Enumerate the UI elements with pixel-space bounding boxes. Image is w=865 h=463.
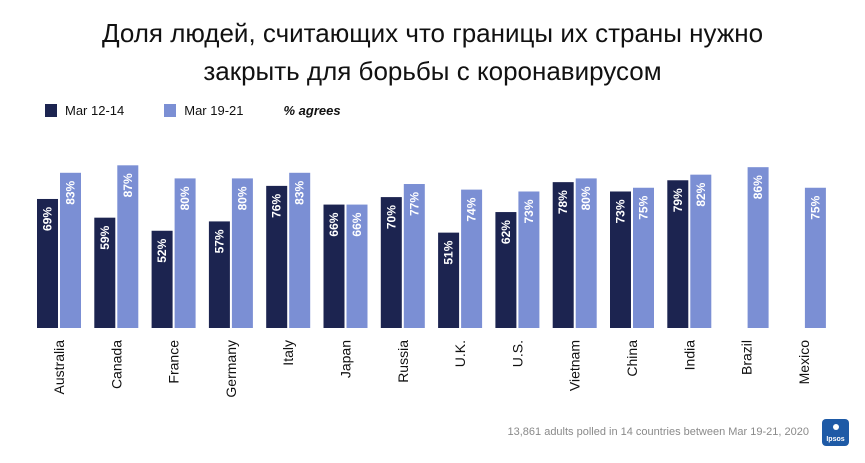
- bar-japan-series-1: [323, 204, 345, 328]
- bar-france-series-2: [174, 178, 196, 328]
- bar-france-series-1: [151, 230, 173, 328]
- legend-swatch-series-2: [164, 103, 177, 117]
- footer-note: 13,861 adults polled in 14 countries bet…: [507, 426, 810, 438]
- legend-item-series-2: Mar 19-21: [164, 102, 244, 118]
- bar-india-series-2: [690, 174, 712, 328]
- data-label-france-series-1: 52%: [155, 238, 169, 262]
- x-tick-label-russia: Russia: [395, 340, 411, 383]
- bar-italy-series-1: [266, 185, 288, 328]
- bar-germany-series-2: [231, 178, 253, 328]
- data-label-italy-series-2: 83%: [293, 180, 307, 204]
- data-label-canada-series-2: 87%: [121, 173, 135, 197]
- data-label-canada-series-1: 59%: [98, 225, 112, 249]
- x-tick-label-canada: Canada: [108, 340, 124, 389]
- x-tick-label-italy: Italy: [280, 340, 296, 366]
- data-label-brazil-series-2: 86%: [751, 175, 765, 199]
- bar-vietnam-series-2: [575, 178, 597, 328]
- x-tick-label-uk: U.K.: [452, 340, 468, 367]
- bar-germany-series-1: [208, 221, 230, 328]
- bar-india-series-1: [667, 180, 689, 328]
- bar-vietnam-series-1: [552, 182, 574, 328]
- data-label-australia-series-2: 83%: [64, 180, 78, 204]
- bar-mexico-series-2: [804, 187, 826, 328]
- bar-russia-series-1: [380, 197, 402, 328]
- bar-uk-series-1: [438, 232, 460, 328]
- chart-title-line-2: закрыть для борьбы с коронавирусом: [203, 56, 662, 86]
- data-label-uk-series-1: 51%: [442, 240, 456, 264]
- legend-label-series-1: Mar 12-14: [65, 102, 125, 118]
- data-label-france-series-2: 80%: [178, 186, 192, 210]
- bar-brazil-series-2: [747, 167, 769, 328]
- legend-note: % agrees: [283, 102, 341, 118]
- chart-legend: Mar 12-14 Mar 19-21 % agrees: [45, 101, 341, 119]
- data-label-japan-series-1: 66%: [327, 212, 341, 236]
- bar-us-series-1: [495, 212, 517, 328]
- data-label-uk-series-2: 74%: [465, 197, 479, 221]
- data-label-italy-series-1: 76%: [270, 194, 284, 218]
- bar-australia-series-1: [37, 198, 58, 328]
- data-label-china-series-1: 73%: [614, 199, 628, 223]
- bar-australia-series-2: [60, 172, 81, 328]
- chart-title: Доля людей, считающих что границы их стр…: [0, 14, 865, 90]
- bar-canada-series-2: [117, 165, 139, 328]
- data-label-germany-series-2: 80%: [235, 186, 249, 210]
- x-tick-label-mexico: Mexico: [796, 340, 812, 385]
- x-tick-label-japan: Japan: [338, 340, 354, 378]
- x-tick-label-india: India: [681, 340, 697, 371]
- bar-russia-series-2: [403, 184, 425, 328]
- ipsos-logo: Ipsos: [822, 419, 849, 446]
- data-label-us-series-2: 73%: [522, 199, 536, 223]
- data-label-india-series-1: 79%: [671, 188, 685, 212]
- data-label-us-series-1: 62%: [499, 220, 513, 244]
- data-label-germany-series-1: 57%: [212, 229, 226, 253]
- x-tick-label-us: U.S.: [509, 340, 525, 367]
- bar-japan-series-2: [346, 204, 368, 328]
- bar-china-series-2: [633, 187, 654, 328]
- data-label-vietnam-series-1: 78%: [556, 190, 570, 214]
- data-label-australia-series-1: 69%: [41, 207, 55, 231]
- bar-china-series-1: [610, 191, 631, 328]
- bar-canada-series-1: [94, 217, 116, 328]
- logo-dot-icon: [833, 424, 839, 430]
- x-tick-label-china: China: [624, 340, 640, 377]
- data-label-india-series-2: 82%: [694, 182, 708, 206]
- x-tick-label-australia: Australia: [51, 340, 67, 395]
- legend-item-series-1: Mar 12-14: [45, 103, 124, 118]
- bar-italy-series-2: [289, 172, 311, 328]
- data-label-china-series-2: 75%: [637, 195, 651, 219]
- data-label-japan-series-2: 66%: [350, 212, 364, 236]
- data-label-vietnam-series-2: 80%: [579, 186, 593, 210]
- x-tick-label-vietnam: Vietnam: [567, 340, 583, 391]
- logo-text: Ipsos: [826, 436, 845, 443]
- data-label-mexico-series-2: 75%: [808, 195, 822, 219]
- x-tick-label-germany: Germany: [223, 340, 239, 398]
- bar-uk-series-2: [461, 189, 483, 328]
- legend-swatch-series-1: [45, 103, 57, 117]
- legend-label-series-2: Mar 19-21: [184, 102, 244, 118]
- bar-us-series-2: [518, 191, 540, 328]
- data-label-russia-series-1: 70%: [384, 205, 398, 229]
- x-tick-label-brazil: Brazil: [739, 340, 755, 375]
- chart-title-line-1: Доля людей, считающих что границы их стр…: [101, 18, 764, 48]
- data-label-russia-series-2: 77%: [407, 192, 421, 216]
- x-tick-label-france: France: [166, 340, 182, 384]
